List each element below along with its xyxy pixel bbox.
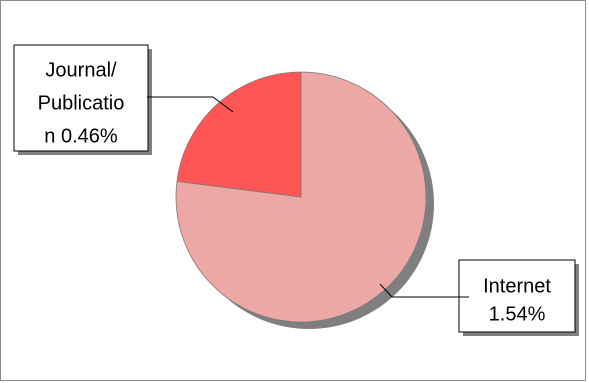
- leader-line: [379, 283, 469, 298]
- data-label-internet: Internet 1.54%: [379, 259, 579, 336]
- label-text-line: n 0.46%: [44, 125, 118, 147]
- label-text-line: Publicatio: [38, 92, 125, 114]
- label-box: [458, 259, 576, 333]
- data-label-journal: Journal/Publicatio n 0.46%: [13, 44, 234, 155]
- pie-labels: Internet 1.54% Journal/Publicatio n 0.46%: [13, 44, 579, 336]
- label-text-line: Internet: [483, 275, 551, 297]
- leader-line: [147, 96, 234, 113]
- pie-slices: [175, 71, 427, 323]
- label-text-line: 1.54%: [489, 303, 546, 325]
- label-text-line: Journal/: [45, 59, 117, 81]
- label-box: [13, 44, 149, 152]
- pie-slice-journal: [176, 71, 302, 198]
